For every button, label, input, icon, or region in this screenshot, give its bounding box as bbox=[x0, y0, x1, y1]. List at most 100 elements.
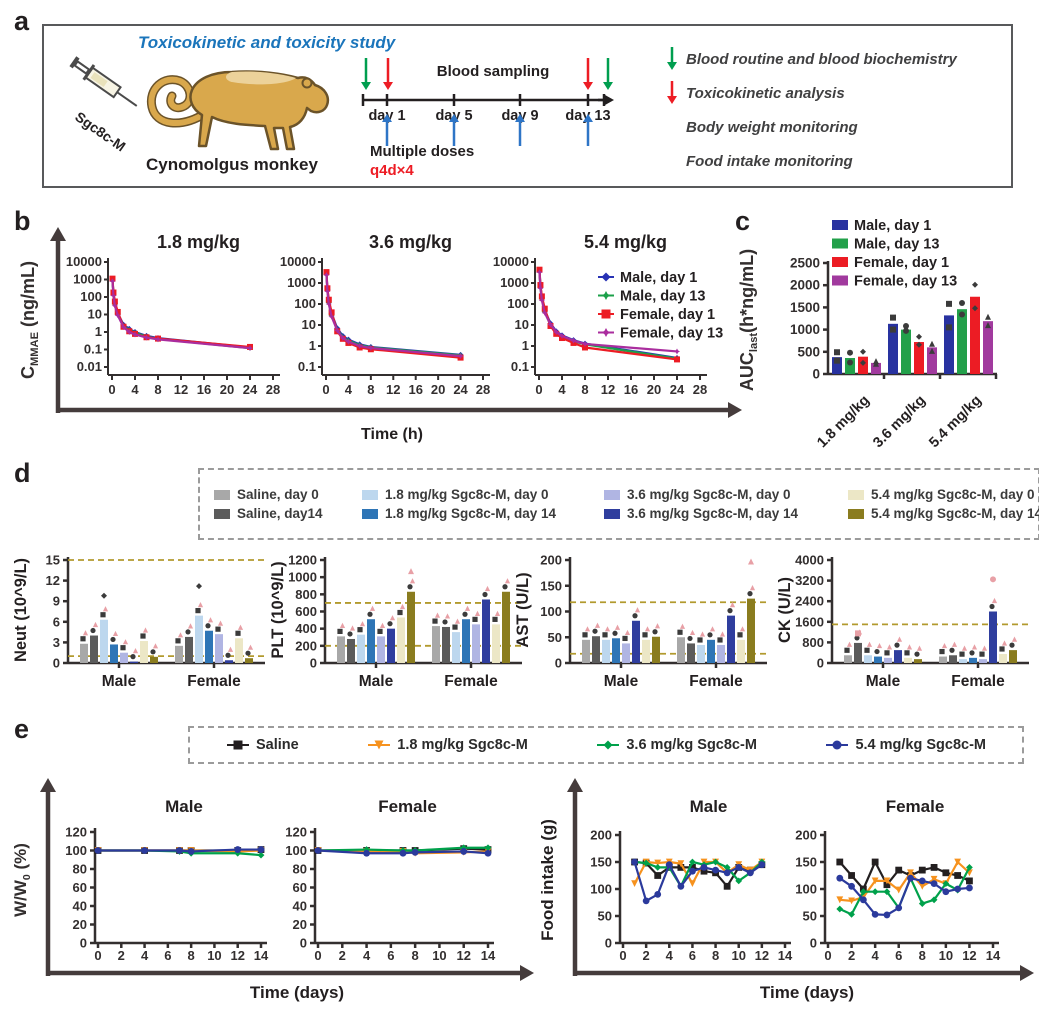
svg-text:150: 150 bbox=[540, 578, 562, 593]
weight-food-charts: W/W0 (%) Food intake (g) Time (days) Time (… bbox=[11, 778, 1034, 1002]
legend-swatch bbox=[604, 489, 620, 500]
hematology-legend-item: 1.8 mg/kg Sgc8c-M, day 14 bbox=[362, 506, 604, 521]
svg-text:0: 0 bbox=[535, 382, 542, 397]
svg-text:20: 20 bbox=[431, 382, 445, 397]
svg-text:2: 2 bbox=[848, 948, 855, 963]
svg-text:50: 50 bbox=[803, 909, 817, 924]
svg-text:8: 8 bbox=[919, 948, 926, 963]
hematology-legend-item: 1.8 mg/kg Sgc8c-M, day 0 bbox=[362, 487, 604, 502]
svg-text:1: 1 bbox=[522, 338, 529, 353]
study-legend-item: Blood routine and blood biochemistry bbox=[664, 42, 957, 76]
series-marker-icon bbox=[826, 740, 849, 750]
svg-text:10: 10 bbox=[88, 307, 102, 322]
svg-text:8: 8 bbox=[581, 382, 588, 397]
svg-text:0.1: 0.1 bbox=[511, 359, 529, 374]
svg-text:12: 12 bbox=[386, 382, 400, 397]
legend-swatch bbox=[362, 489, 378, 500]
svg-text:Female: Female bbox=[378, 797, 437, 816]
panel-label-e: e bbox=[14, 714, 30, 744]
svg-text:200: 200 bbox=[540, 553, 562, 568]
legend-label: 5.4 mg/kg Sgc8c-M, day 0 bbox=[871, 487, 1035, 502]
hematology-legend-item: 5.4 mg/kg Sgc8c-M, day 14 bbox=[848, 506, 1039, 521]
svg-text:0: 0 bbox=[812, 367, 820, 382]
svg-text:Male: Male bbox=[604, 673, 639, 690]
svg-text:10: 10 bbox=[731, 948, 745, 963]
down-arrow-icon bbox=[667, 47, 677, 70]
legend-label: Saline, day 0 bbox=[237, 487, 319, 502]
svg-text:1000: 1000 bbox=[287, 275, 316, 290]
legend-label: 3.6 mg/kg Sgc8c-M, day 14 bbox=[627, 506, 799, 521]
svg-text:Multiple doses: Multiple doses bbox=[370, 143, 474, 160]
svg-text:12: 12 bbox=[46, 573, 60, 588]
svg-text:2500: 2500 bbox=[790, 256, 820, 271]
svg-text:14: 14 bbox=[986, 948, 1001, 963]
svg-text:0: 0 bbox=[314, 948, 321, 963]
svg-text:Time (h): Time (h) bbox=[361, 426, 423, 443]
svg-text:0: 0 bbox=[817, 656, 824, 671]
legend-swatch bbox=[848, 508, 864, 519]
svg-text:10000: 10000 bbox=[280, 254, 316, 269]
svg-text:16: 16 bbox=[624, 382, 638, 397]
svg-text:Female: Female bbox=[187, 673, 241, 690]
svg-text:2: 2 bbox=[118, 948, 125, 963]
svg-text:0.01: 0.01 bbox=[77, 359, 102, 374]
svg-text:24: 24 bbox=[670, 382, 685, 397]
legend-swatch bbox=[214, 489, 230, 500]
weight-food-legend: Saline 1.8 mg/kg Sgc8c-M 3.6 mg/kg Sgc8c-M… bbox=[188, 726, 1024, 764]
panel-label-d: d bbox=[14, 458, 31, 488]
svg-text:Female: Female bbox=[689, 673, 743, 690]
svg-text:20: 20 bbox=[647, 382, 661, 397]
svg-text:0: 0 bbox=[824, 948, 831, 963]
svg-text:0: 0 bbox=[322, 382, 329, 397]
svg-text:100: 100 bbox=[294, 296, 316, 311]
svg-text:100: 100 bbox=[80, 289, 102, 304]
svg-text:200: 200 bbox=[590, 828, 612, 843]
down-arrow-icon bbox=[667, 81, 677, 104]
svg-text:Time (days): Time (days) bbox=[250, 983, 344, 1002]
svg-text:Male, day 1: Male, day 1 bbox=[854, 218, 931, 234]
svg-text:6: 6 bbox=[895, 948, 902, 963]
svg-text:3.6 mg/kg: 3.6 mg/kg bbox=[870, 393, 929, 452]
svg-text:PLT (10^9/L): PLT (10^9/L) bbox=[269, 561, 287, 658]
legend-swatch bbox=[214, 508, 230, 519]
svg-text:CMMAE (ng/mL): CMMAE (ng/mL) bbox=[18, 261, 41, 379]
svg-text:q4d×4: q4d×4 bbox=[370, 162, 414, 179]
svg-text:4: 4 bbox=[872, 948, 880, 963]
svg-text:600: 600 bbox=[295, 604, 317, 619]
svg-text:1200: 1200 bbox=[288, 553, 317, 568]
study-legend-item: Body weight monitoring bbox=[664, 110, 957, 144]
svg-text:400: 400 bbox=[295, 621, 317, 636]
svg-text:40: 40 bbox=[73, 899, 87, 914]
series-marker-icon bbox=[227, 740, 249, 750]
svg-text:20: 20 bbox=[293, 917, 307, 932]
svg-text:24: 24 bbox=[243, 382, 258, 397]
svg-text:10: 10 bbox=[939, 948, 953, 963]
legend-label: 3.6 mg/kg Sgc8c-M bbox=[626, 737, 757, 753]
svg-text:10: 10 bbox=[207, 948, 221, 963]
tolerability-legend-item: 3.6 mg/kg Sgc8c-M bbox=[596, 737, 757, 753]
svg-text:Food intake (g): Food intake (g) bbox=[538, 819, 557, 941]
svg-text:6: 6 bbox=[164, 948, 171, 963]
svg-text:Female: Female bbox=[951, 673, 1005, 690]
svg-text:200: 200 bbox=[295, 638, 317, 653]
svg-text:5.4 mg/kg: 5.4 mg/kg bbox=[926, 393, 985, 452]
svg-text:14: 14 bbox=[481, 948, 496, 963]
svg-text:6: 6 bbox=[689, 948, 696, 963]
svg-text:16: 16 bbox=[408, 382, 422, 397]
svg-text:28: 28 bbox=[693, 382, 707, 397]
svg-text:6: 6 bbox=[53, 614, 60, 629]
svg-text:Male, day 13: Male, day 13 bbox=[854, 237, 939, 253]
svg-text:8: 8 bbox=[154, 382, 161, 397]
legend-label: Saline bbox=[256, 737, 299, 753]
monkey-illustration: Sgc8c-M bbox=[69, 56, 330, 154]
svg-text:800: 800 bbox=[295, 587, 317, 602]
svg-text:8: 8 bbox=[712, 948, 719, 963]
svg-text:14: 14 bbox=[778, 948, 793, 963]
syringe-icon bbox=[69, 56, 138, 107]
svg-text:20: 20 bbox=[220, 382, 234, 397]
svg-text:AST (U/L): AST (U/L) bbox=[514, 572, 532, 647]
svg-text:9: 9 bbox=[53, 594, 60, 609]
svg-text:500: 500 bbox=[797, 344, 820, 359]
study-legend-text: Blood routine and blood biochemistry bbox=[686, 50, 957, 68]
